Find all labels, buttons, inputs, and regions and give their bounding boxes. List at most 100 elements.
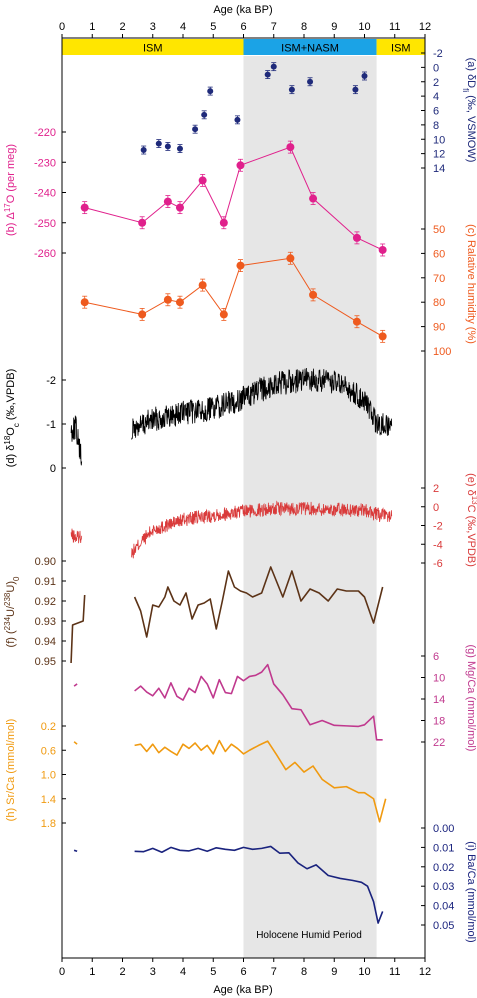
- panel-f-series-1: [133, 566, 384, 638]
- panel-i-tick-label-1: 0.01: [433, 842, 454, 854]
- panel-c-point-8: [309, 290, 318, 299]
- panel-c-point-9: [352, 317, 361, 326]
- panel-a-point-3: [176, 145, 183, 152]
- panel-c-point-0: [80, 298, 89, 307]
- panel-a-point-1: [155, 140, 162, 147]
- panel-a-point-11: [307, 78, 314, 85]
- period-band-label-0: ISM: [143, 43, 163, 55]
- panel-f-axis-title: (f) (234U/238U)0: [3, 576, 21, 647]
- period-band-2: [376, 39, 425, 55]
- panel-d-axis-title-part: O: [5, 427, 17, 436]
- panel-e-series-0: [70, 528, 83, 544]
- panel-h-series-0: [73, 741, 78, 745]
- panel-f-axis-title-part: U): [5, 581, 17, 593]
- panel-b-tick-label-0: -220: [34, 127, 56, 139]
- panel-d-axis-title-part: (d) δ: [5, 445, 17, 468]
- panel-c-tick-label-1: 60: [433, 248, 445, 260]
- panel-c-point-10: [378, 332, 387, 341]
- panel-e-tick-label-3: -4: [433, 539, 443, 551]
- panel-a-point-8: [264, 71, 271, 78]
- panel-a-tick-label-5: 8: [433, 120, 439, 132]
- x-axis-bottom: 0 1 2 3 4 5 6 7 8 9 10 11 12: [59, 958, 431, 978]
- panel-e-axis-title-part: 13: [471, 496, 477, 505]
- panel-b-tick-label-1: -230: [34, 157, 56, 169]
- panel-e-axis-title-part: (e) δ: [465, 473, 477, 496]
- panel-b-point-3: [175, 203, 184, 212]
- panel-c-point-5: [219, 310, 228, 319]
- x-top-tick-label-7: 7: [271, 21, 277, 33]
- panel-a-tick-label-0: -2: [433, 48, 443, 60]
- period-bands: ISM ISM+NASM ISM: [62, 39, 425, 55]
- panel-d-axis-title-part: c: [12, 423, 21, 427]
- panel-i-series-0: [73, 849, 78, 853]
- panel-d-axis-title: (d) δ18Oc (‰,VPDB): [3, 369, 21, 468]
- panel-a-tick-label-3: 4: [433, 91, 439, 103]
- panel-a-tick-label-2: 2: [433, 77, 439, 89]
- panel-b-tick-label-3: -250: [34, 218, 56, 230]
- x-bottom-tick-label-0: 0: [59, 966, 65, 978]
- panel-a-point-2: [164, 143, 171, 150]
- panel-a-point-13: [361, 73, 368, 79]
- x-top-tick-label-0: 0: [59, 21, 65, 33]
- panel-g-tick-label-2: 14: [433, 694, 445, 706]
- panel-i-tick-label-4: 0.04: [433, 901, 454, 913]
- panel-b-point-5: [219, 218, 228, 227]
- panel-b-point-0: [80, 203, 89, 212]
- panel-b-point-1: [138, 218, 147, 227]
- x-bottom-tick-label-9: 9: [331, 966, 337, 978]
- panel-h-tick-label-1: 0.6: [41, 745, 56, 757]
- panel-g-tick-label-4: 22: [433, 737, 445, 749]
- x-axis-top: 0 1 2 3 4 5 6 7 8 9 10 11 12: [59, 21, 431, 38]
- panel-h-axis-title: (h) Sr/Ca (mmol/mol): [5, 719, 17, 822]
- panel-d-tick-label-1: -1: [46, 419, 56, 431]
- x-top-tick-label-11: 11: [389, 21, 400, 33]
- x-axis-title-bottom: Age (ka BP): [213, 984, 272, 996]
- panel-i-tick-label-0: 0.00: [433, 823, 454, 835]
- panel-i-tick-label-3: 0.03: [433, 881, 454, 893]
- x-bottom-tick-label-5: 5: [210, 966, 216, 978]
- panel-f-tick-label-2: 0.92: [35, 596, 56, 608]
- panel-i-tick-label-5: 0.05: [433, 920, 454, 932]
- x-axis-title-top: Age (ka BP): [213, 4, 272, 16]
- panel-c-point-1: [138, 310, 147, 319]
- x-bottom-tick-label-8: 8: [301, 966, 307, 978]
- panel-f-axis-title-part: 234: [3, 616, 12, 630]
- panel-a-axis-title-part: fi: [462, 88, 471, 92]
- x-top-tick-label-9: 9: [331, 21, 337, 33]
- panel-c-axis-title: (c) Ralative humidity (%): [465, 224, 477, 344]
- panel-b-tick-label-2: -240: [34, 188, 56, 200]
- panel-c-point-6: [236, 261, 245, 270]
- panel-f-tick-label-3: 0.93: [35, 616, 56, 628]
- panel-a-axis-title-part: (‰, VSMOW): [465, 92, 477, 162]
- x-bottom-tick-label-10: 10: [358, 966, 370, 978]
- panel-f-series-0: [70, 594, 86, 664]
- x-top-tick-label-5: 5: [210, 21, 216, 33]
- panel-b-axis-title: (b) Δ17O (per meg): [3, 144, 18, 236]
- panel-a-point-9: [270, 63, 277, 70]
- panel-b-point-9: [352, 233, 361, 242]
- panel-e-axis-title: (e) δ13C (‰,VPDB): [465, 473, 477, 567]
- panel-c-axis-title-part: (c) Ralative humidity (%): [465, 224, 477, 344]
- panel-i-series-1: [134, 845, 384, 924]
- panel-c-tick-label-0: 50: [433, 224, 445, 236]
- panel-a-point-5: [201, 111, 208, 118]
- x-bottom-tick-label-12: 12: [419, 966, 431, 978]
- panel-a-point-7: [234, 116, 241, 123]
- panel-h-axis-title-part: (h) Sr/Ca (mmol/mol): [5, 719, 17, 822]
- panel-c-point-3: [175, 298, 184, 307]
- humid-period-label: Holocene Humid Period: [256, 930, 362, 941]
- panel-e-axis-title-part: C (‰,VPDB): [465, 505, 477, 567]
- x-top-tick-label-3: 3: [150, 21, 156, 33]
- panel-f-axis-title-part: 238: [3, 592, 12, 606]
- panel-traces: [70, 62, 393, 924]
- panel-f-axis-title-part: 0: [12, 576, 21, 581]
- x-top-tick-label-1: 1: [89, 21, 95, 33]
- panel-a-point-6: [207, 88, 214, 95]
- panel-d-series-0: [70, 415, 83, 466]
- x-bottom-tick-label-2: 2: [119, 966, 125, 978]
- panel-d-series-1: [131, 367, 393, 440]
- panel-a-point-0: [140, 147, 147, 154]
- panel-b-point-7: [286, 143, 295, 152]
- panel-g-tick-label-1: 10: [433, 673, 445, 685]
